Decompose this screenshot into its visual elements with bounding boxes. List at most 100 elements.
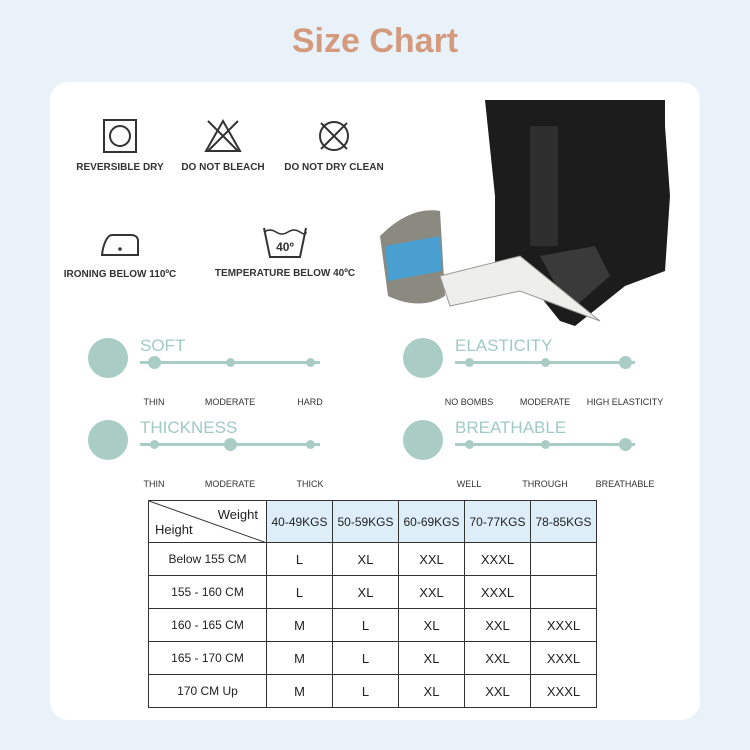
size-cell: M (266, 608, 333, 642)
height-cell: 155 - 160 CM (148, 575, 267, 609)
do-not-dry-clean-icon (319, 121, 349, 151)
care-label: IRONING BELOW 110ºC (63, 269, 177, 280)
table-row: Below 155 CM L XL XXL XXXL (148, 542, 597, 576)
care-label: DO NOT DRY CLEAN (284, 162, 384, 173)
care-do-not-dry-clean: DO NOT DRY CLEAN (269, 118, 399, 173)
height-cell: Below 155 CM (148, 542, 267, 576)
feature-elasticity: ELASTICITY NO BOMBS MODERATE HIGH ELASTICIT… (403, 336, 663, 408)
weight-label: Weight (217, 507, 258, 522)
scale-label: MODERATE (204, 479, 256, 489)
size-cell: XXXL (530, 641, 597, 675)
column-header: 40-49KGS (266, 500, 333, 543)
size-cell: XXL (398, 542, 465, 576)
size-cell: XXL (464, 674, 531, 708)
table-corner-header: Weight Height (148, 500, 267, 543)
scale-dot (226, 358, 235, 367)
size-cell (530, 542, 597, 576)
size-cell: XL (398, 641, 465, 675)
size-cell: XXL (464, 641, 531, 675)
feature-soft: SOFT THIN MODERATE HARD (88, 336, 338, 408)
feature-scale: THIN MODERATE HARD (140, 356, 323, 407)
scale-dot (541, 358, 550, 367)
feature-name: THICKNESS (140, 418, 238, 437)
size-cell: XXXL (464, 575, 531, 609)
size-cell: L (266, 542, 333, 576)
wash-40-icon: 40º (263, 227, 307, 258)
scale-dot (148, 356, 161, 369)
column-header: 70-77KGS (464, 500, 531, 543)
feature-scale: THIN MODERATE THICK (140, 438, 324, 489)
stretch-fabric-icon (403, 338, 443, 378)
height-cell: 160 - 165 CM (148, 608, 267, 642)
size-cell: L (332, 674, 399, 708)
scale-dot (306, 440, 315, 449)
size-cell: XL (398, 674, 465, 708)
size-cell (530, 575, 597, 609)
scale-label: WELL (456, 479, 482, 489)
scale-label: THIN (143, 397, 165, 407)
product-image (380, 100, 670, 326)
table-row: 155 - 160 CM L XL XXL XXXL (148, 575, 597, 609)
feature-name: ELASTICITY (455, 336, 553, 355)
size-cell: XXL (464, 608, 531, 642)
scale-dot (465, 440, 474, 449)
do-not-bleach-icon (204, 118, 242, 152)
care-reversible-dry: REVERSIBLE DRY (55, 118, 185, 173)
feature-name: BREATHABLE (455, 418, 567, 437)
scale-label: THIN (143, 479, 165, 489)
breathable-fabric-icon (403, 420, 443, 460)
scale-label: THROUGH (522, 479, 568, 489)
height-label: Height (155, 522, 193, 537)
height-cell: 170 CM Up (148, 674, 267, 708)
scale-dot (306, 358, 315, 367)
scale-label: NO BOMBS (444, 397, 494, 407)
height-cell: 165 - 170 CM (148, 641, 267, 675)
scale-dot (465, 358, 474, 367)
size-cell: L (332, 641, 399, 675)
feather-icon (88, 338, 128, 378)
size-cell: XXXL (464, 542, 531, 576)
size-table: Weight Height 40-49KGS 50-59KGS 60-69KGS 70… (148, 500, 597, 708)
table-row: 170 CM Up M L XL XXL XXXL (148, 674, 597, 708)
scale-label: THICK (296, 479, 324, 489)
size-cell: XL (398, 608, 465, 642)
svg-text:40º: 40º (276, 240, 294, 254)
scale-label: MODERATE (519, 397, 571, 407)
feature-scale: NO BOMBS MODERATE HIGH ELASTICITY (445, 356, 663, 407)
table-row: 160 - 165 CM M L XL XXL XXXL (148, 608, 597, 642)
size-cell: L (332, 608, 399, 642)
scale-label: MODERATE (204, 397, 256, 407)
size-cell: M (266, 674, 333, 708)
iron-icon (100, 234, 139, 256)
scale-dot (619, 438, 632, 451)
column-header: 50-59KGS (332, 500, 399, 543)
feature-scale: WELL THROUGH BREATHABLE (455, 438, 654, 489)
size-cell: M (266, 641, 333, 675)
scale-label: BREATHABLE (595, 479, 655, 489)
layers-icon (88, 420, 128, 460)
column-header: 78-85KGS (530, 500, 597, 543)
care-label: DO NOT BLEACH (181, 162, 265, 173)
scale-dot (224, 438, 237, 451)
size-cell: L (266, 575, 333, 609)
page-title: Size Chart (291, 22, 459, 60)
table-row: 165 - 170 CM M L XL XXL XXXL (148, 641, 597, 675)
scale-dot (150, 440, 159, 449)
care-label: REVERSIBLE DRY (76, 162, 164, 173)
size-cell: XXXL (530, 674, 597, 708)
size-cell: XXL (398, 575, 465, 609)
size-cell: XL (332, 575, 399, 609)
scale-dot (541, 440, 550, 449)
feature-breathable: BREATHABLE WELL THROUGH BREATHABLE (403, 418, 654, 490)
care-do-not-bleach: DO NOT BLEACH (158, 118, 288, 173)
column-header: 60-69KGS (398, 500, 465, 543)
feature-thickness: THICKNESS THIN MODERATE THICK (88, 418, 338, 490)
feature-name: SOFT (140, 336, 186, 355)
care-temperature: 40º TEMPERATURE BELOW 40ºC (210, 224, 360, 279)
scale-label: HARD (297, 397, 323, 407)
scale-dot (619, 356, 632, 369)
scale-label: HIGH ELASTICITY (586, 397, 664, 407)
reversible-dry-icon (103, 119, 137, 153)
size-cell: XL (332, 542, 399, 576)
care-label: TEMPERATURE BELOW 40ºC (214, 268, 356, 279)
